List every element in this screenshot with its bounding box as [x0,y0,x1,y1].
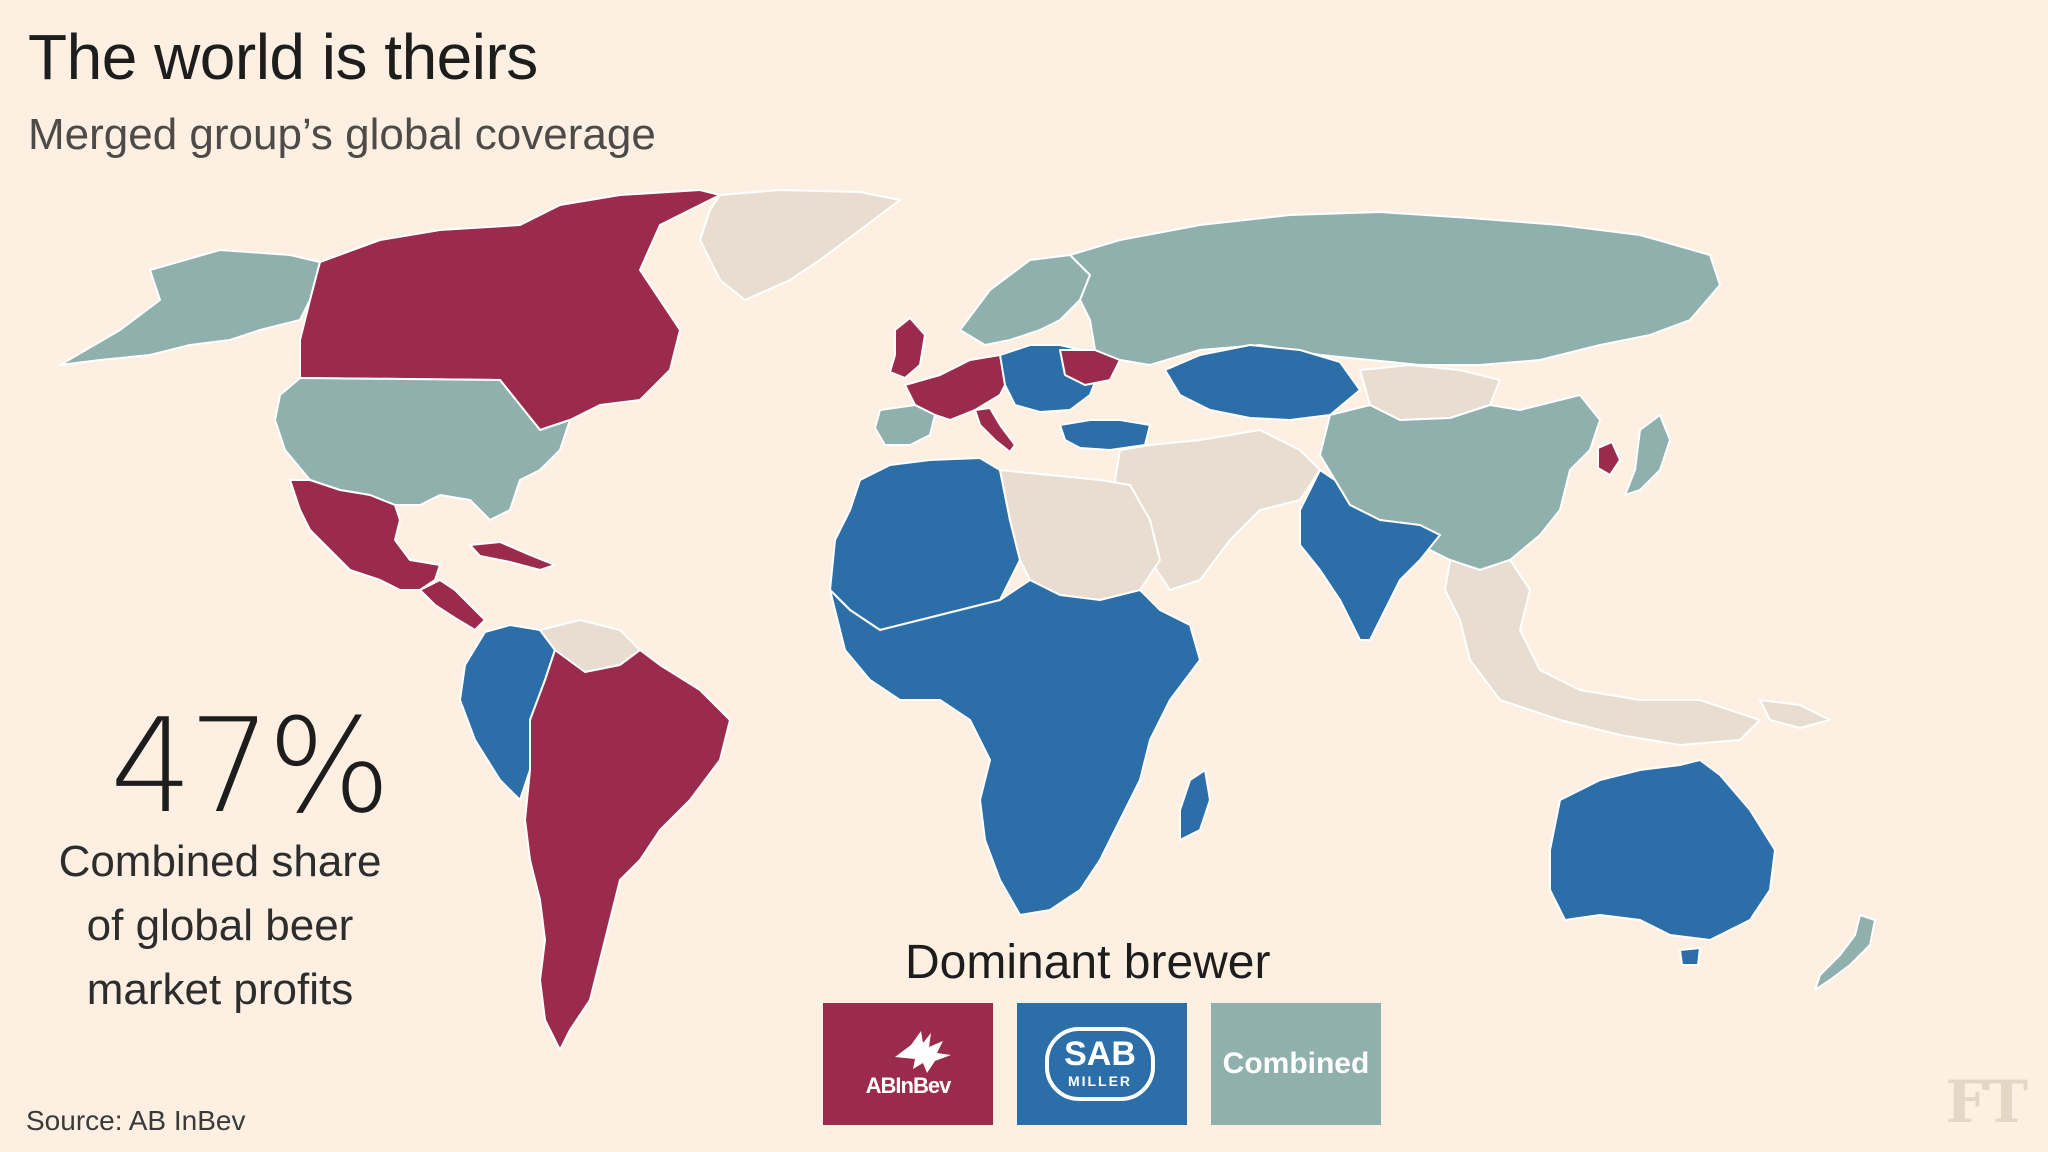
source-note: Source: AB InBev [26,1105,246,1136]
region-new-zealand [1814,914,1876,991]
region-iberia [874,404,936,446]
eagle-icon [895,1031,951,1073]
ft-logo: FT [1945,1068,2028,1136]
region-kazakhstan [1164,344,1361,421]
sab-logo-top: SAB [1064,1035,1136,1073]
region-australia [1549,759,1776,941]
sab-logo-bottom: MILLER [1067,1073,1133,1089]
stat-caption-line: market profits [86,965,354,1014]
region-madagascar [1179,769,1211,841]
region-caribbean [469,541,556,571]
region-central-america [419,579,486,631]
legend-swatch-sabmiller: SAB MILLER [1017,1003,1187,1125]
abinbev-logo-text: ABInBev [865,1073,952,1098]
region-south-korea [1597,441,1621,476]
region-united-states [274,377,571,521]
region-png [1759,699,1831,729]
region-russia [1069,211,1721,366]
region-tasmania [1679,947,1701,966]
chart-subtitle: Merged group’s global coverage [28,110,656,159]
region-alaska [59,249,321,366]
region-greenland [699,189,901,301]
stat-caption-line: of global beer [86,901,354,950]
region-scandinavia [959,254,1091,346]
legend-title: Dominant brewer [905,936,1271,989]
region-italy [974,407,1016,453]
stat-caption-line: Combined share [58,837,382,886]
chart-title: The world is theirs [28,21,538,93]
stat-value: 47% [110,690,391,842]
region-brazil-argentina [524,649,731,1051]
region-southeast-asia [1444,559,1761,746]
region-mexico [289,479,441,591]
stat-caption: Combined share of global beer market pro… [20,830,420,1022]
sab-badge-icon: SAB MILLER [1045,1027,1155,1101]
region-japan [1624,414,1671,496]
legend-label-combined: Combined [1222,1047,1370,1080]
region-uk [889,317,926,379]
region-india [1299,469,1441,641]
region-turkey [1059,419,1151,451]
region-sub-saharan-africa [829,579,1201,916]
legend-swatch-combined: Combined [1211,1003,1381,1125]
legend-swatch-abinbev: ABInBev [823,1003,993,1125]
